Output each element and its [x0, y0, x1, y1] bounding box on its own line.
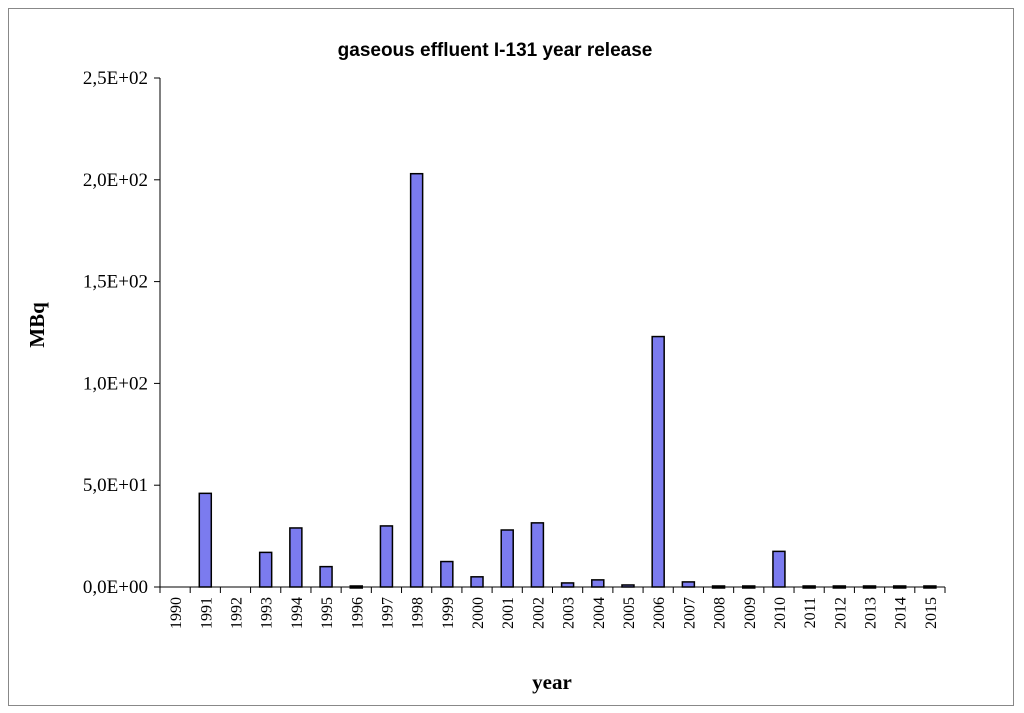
x-tick-label: 1995 [319, 597, 336, 629]
y-axis-label: MBq [25, 302, 49, 348]
x-tick-label: 1997 [379, 597, 396, 629]
chart-title: gaseous effluent I-131 year release [338, 40, 653, 61]
y-axis-ticks: 0,0E+00 5,0E+01 1,0E+02 1,5E+02 2,0E+02 2,5E+… [83, 68, 160, 598]
bar-2010 [772, 550, 786, 588]
x-tick-label: 2015 [923, 597, 940, 629]
x-tick-label: 1993 [259, 597, 276, 629]
y-tick-label: 1,5E+02 [83, 272, 148, 293]
y-tick-label: 2,0E+02 [83, 170, 148, 191]
x-tick-label: 2012 [832, 597, 849, 629]
bar-2006 [651, 335, 665, 588]
y-tick-label: 0,0E+00 [83, 577, 148, 598]
bar-1998 [409, 172, 424, 588]
bar-2001 [500, 529, 514, 588]
x-tick-label: 2011 [802, 597, 819, 628]
x-tick-label: 1994 [289, 597, 306, 629]
chart-frame [8, 8, 1014, 706]
x-tick-label: 2010 [772, 597, 789, 629]
bar-1994 [289, 527, 303, 588]
x-tick-label: 2007 [681, 597, 698, 629]
bar-1999 [440, 560, 454, 588]
x-tick-label: 2003 [561, 597, 578, 629]
bars [198, 172, 937, 589]
bar-2002 [530, 522, 545, 588]
x-tick-label: 2013 [863, 597, 880, 629]
bar-2003 [560, 582, 575, 588]
x-tick-label: 1991 [198, 597, 215, 629]
x-axis-ticks: 1990 1991 1992 1993 1994 1995 1996 1997 1998 1999… [159, 587, 946, 629]
x-tick-label: 2000 [470, 597, 487, 629]
x-tick-label: 2002 [530, 597, 547, 629]
x-tick-label: 1992 [228, 597, 245, 629]
x-tick-label: 1998 [410, 597, 427, 629]
x-tick-label: 2008 [712, 597, 729, 629]
x-tick-label: 2006 [651, 597, 668, 629]
y-tick-label: 5,0E+01 [83, 475, 148, 496]
x-tick-label: 1996 [349, 597, 366, 629]
x-axis-label: year [532, 670, 572, 694]
bar-1991 [198, 492, 213, 588]
bar-2004 [591, 579, 605, 588]
x-tick-label: 2009 [742, 597, 759, 629]
bar-1995 [319, 565, 333, 588]
y-tick-label: 1,0E+02 [83, 373, 148, 394]
x-tick-label: 2004 [591, 597, 608, 629]
x-tick-label: 2014 [893, 597, 910, 629]
bar-2007 [681, 581, 696, 588]
y-tick-label: 2,5E+02 [83, 68, 148, 89]
x-tick-label: 1999 [440, 597, 457, 629]
bar-1997 [379, 525, 394, 588]
x-tick-label: 2005 [621, 597, 638, 629]
bar-2000 [470, 576, 484, 588]
x-tick-label: 2001 [500, 597, 517, 629]
x-tick-label: 1990 [168, 597, 185, 629]
bar-1993 [258, 551, 273, 588]
